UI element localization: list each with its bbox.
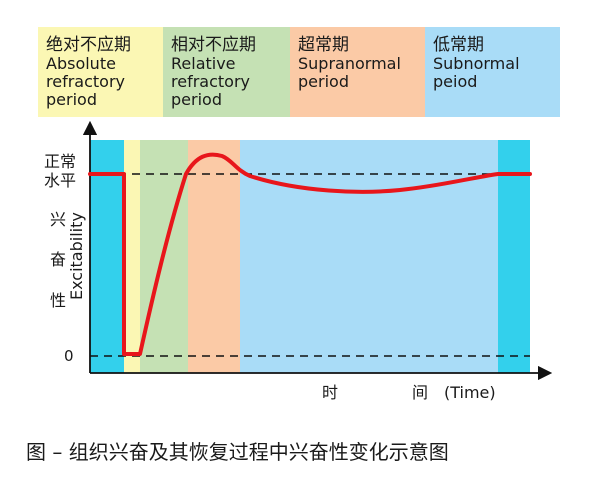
y-label-zh-3: 性 xyxy=(50,291,66,310)
legend-en-label: Absolute refractory period xyxy=(46,54,125,109)
legend-en-label: Relative refractory period xyxy=(171,54,250,109)
supranormal-region xyxy=(188,140,240,373)
normal-level-label-top: 正常 xyxy=(44,152,76,171)
excitability-curve xyxy=(88,152,532,356)
legend-supranormal: 超常期 Supranormal period xyxy=(290,27,425,117)
zero-label: 0 xyxy=(64,347,74,365)
legend-en-label: Subnormal peiod xyxy=(433,54,520,91)
excitability-diagram: 正常 水平 兴 奋 性 Excitability 0 时 间 (Time) xyxy=(44,120,553,402)
x-label-zh-2: 间 xyxy=(412,383,428,402)
x-label-en: (Time) xyxy=(444,383,496,402)
y-label-en: Excitability xyxy=(67,212,86,300)
legend-zh-label: 低常期 xyxy=(433,35,484,55)
legend-relative-refractory: 相对不应期 Relative refractory period xyxy=(163,27,290,117)
baseline-region-left xyxy=(90,140,124,373)
subnormal-region xyxy=(240,140,498,373)
legend-zh-label: 超常期 xyxy=(298,35,349,55)
legend-en-label: Supranormal period xyxy=(298,54,401,91)
legend-zh-label: 相对不应期 xyxy=(171,35,256,55)
x-label-zh-1: 时 xyxy=(322,383,338,402)
figure-caption: 图 – 组织兴奋及其恢复过程中兴奋性变化示意图 xyxy=(26,440,449,464)
normal-level-label-bottom: 水平 xyxy=(44,171,76,190)
absolute-refractory-region xyxy=(124,140,140,373)
baseline-region-right xyxy=(498,140,530,373)
y-label-zh-2: 奋 xyxy=(50,250,66,269)
y-label-zh-1: 兴 xyxy=(50,210,66,229)
legend-absolute-refractory: 绝对不应期 Absolute refractory period xyxy=(38,27,163,117)
legend-zh-label: 绝对不应期 xyxy=(46,35,131,55)
legend-subnormal: 低常期 Subnormal peiod xyxy=(425,27,560,117)
